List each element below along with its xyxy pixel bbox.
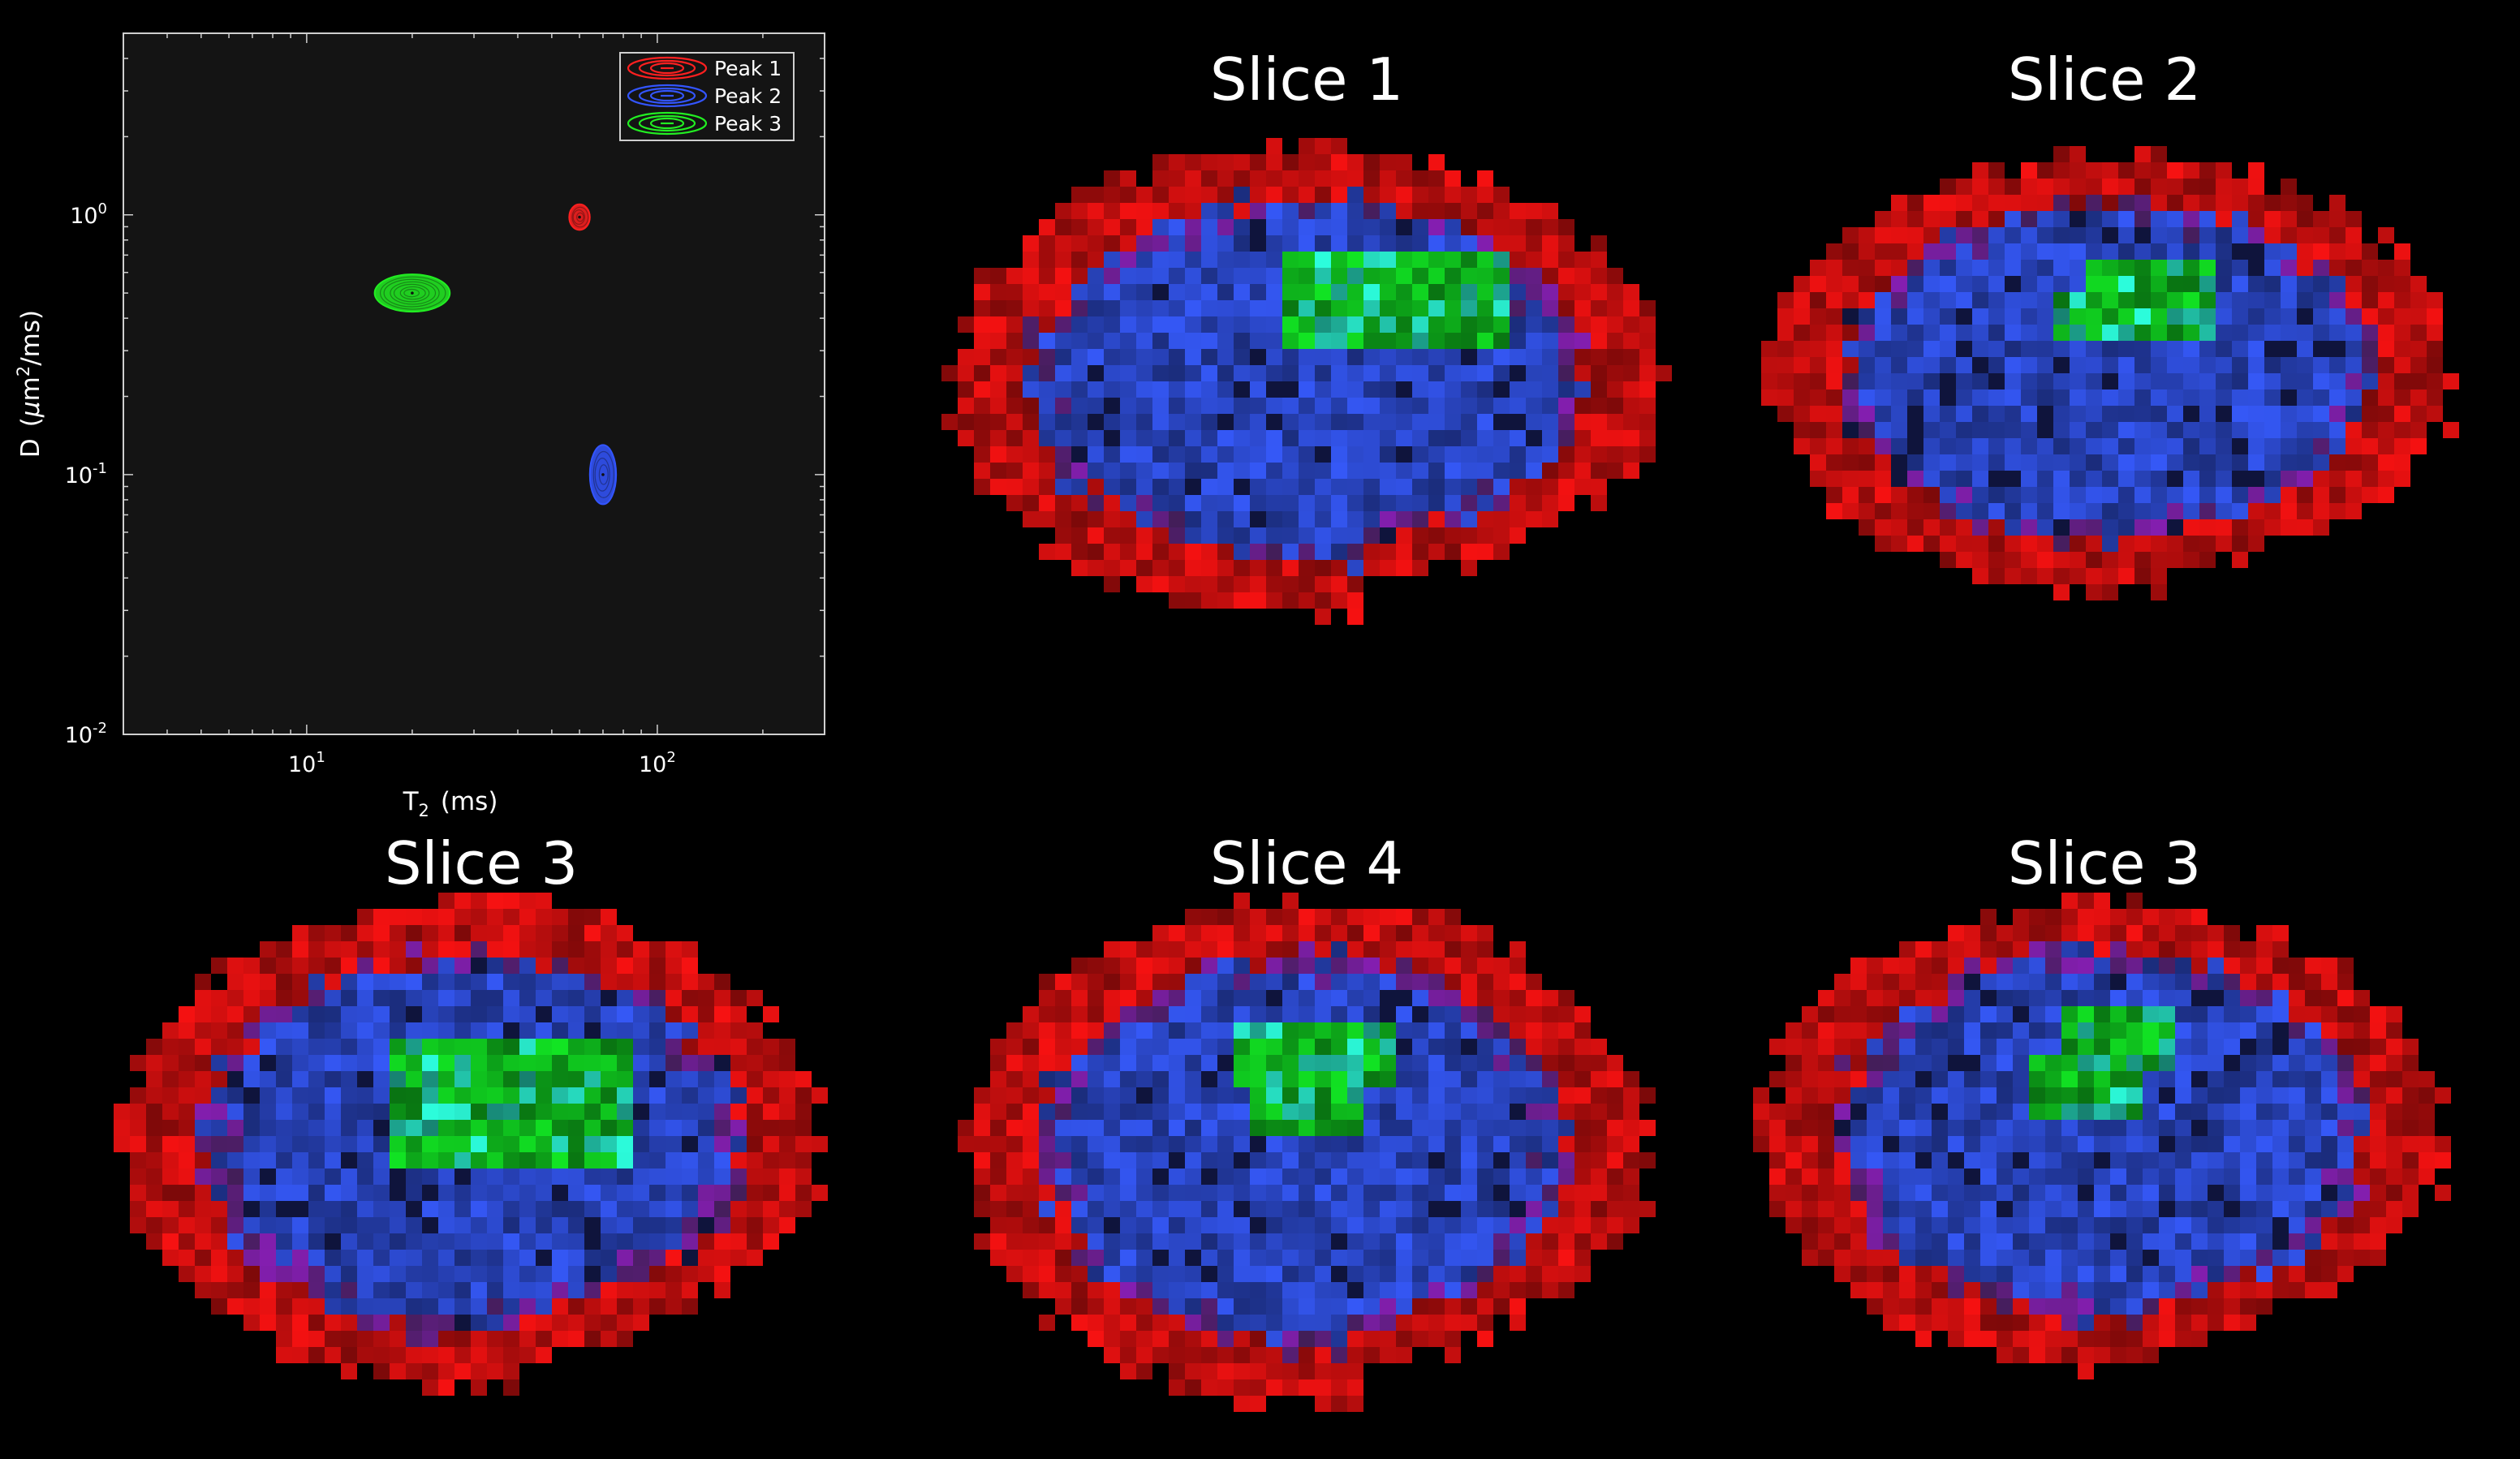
peak-3-contour-ring — [390, 281, 437, 305]
y-axis-label: D(μm2/ms) — [14, 310, 45, 458]
slice-5-map — [1753, 893, 2451, 1412]
slice-5-title: Slice 3 — [2007, 829, 2202, 897]
slice-1-title: Slice 1 — [1209, 45, 1404, 114]
contour-layer — [373, 203, 618, 506]
slice-4-title: Slice 4 — [1209, 829, 1404, 897]
peak-3-contour-ring — [399, 286, 426, 300]
x-axis-label: T2 (ms) — [403, 787, 498, 820]
peak-1-contour-ring — [571, 206, 589, 228]
legend-swatch — [627, 111, 708, 136]
legend-swatch — [638, 114, 696, 132]
slice-3-map — [114, 893, 828, 1428]
legend-entry-peak-3: Peak 3 — [627, 111, 782, 136]
legend-swatch — [627, 84, 708, 108]
peak-3-contours — [373, 273, 451, 313]
legend-label: Peak 1 — [714, 57, 782, 80]
peak-3-contour-ring — [393, 283, 430, 303]
plot-area — [123, 32, 825, 735]
peak-3-contour-ring — [379, 276, 446, 310]
x-tick-label: 101 — [288, 749, 325, 777]
legend-swatch — [638, 87, 696, 105]
peak-2-contour-ring — [592, 450, 614, 498]
legend-entry-peak-2: Peak 2 — [627, 84, 782, 108]
peak-1-contours — [568, 203, 591, 231]
peak-2-contour-ring — [594, 458, 610, 492]
peak-3-center — [411, 291, 414, 295]
y-tick-label: 10-2 — [65, 720, 107, 748]
y-tick-label: 10-1 — [65, 460, 107, 488]
peak-1-center — [578, 215, 581, 219]
peak-2-contours — [588, 444, 618, 506]
legend-entry-peak-1: Peak 1 — [627, 56, 782, 80]
slice-4-map — [958, 893, 1656, 1444]
legend-swatch — [649, 89, 685, 102]
y-axis: 100 10-1 10-2 — [65, 32, 825, 748]
legend: Peak 1 Peak 2 Peak 3 — [619, 52, 795, 141]
legend-label: Peak 2 — [714, 84, 782, 108]
peak-3-contour-ring — [383, 278, 440, 308]
peak-2-center — [601, 473, 605, 476]
slice-1-map — [941, 138, 1672, 641]
slice-3-title: Slice 3 — [384, 829, 579, 897]
peak-3-contour-ring — [403, 288, 420, 298]
y-tick-label: 100 — [70, 200, 107, 229]
legend-swatch — [649, 117, 685, 130]
x-tick-label: 102 — [639, 749, 676, 777]
x-axis: 101 102 — [123, 33, 825, 777]
peak-1-contour-ring — [572, 209, 585, 225]
peak-2-contour-ring — [598, 464, 609, 485]
peak-1-contour-ring — [576, 212, 584, 222]
legend-swatch — [638, 59, 696, 77]
legend-swatch — [627, 56, 708, 80]
slice-2-title: Slice 2 — [2007, 45, 2202, 114]
slice-2-map — [1761, 146, 2459, 617]
legend-label: Peak 3 — [714, 112, 782, 136]
legend-swatch — [649, 62, 685, 75]
